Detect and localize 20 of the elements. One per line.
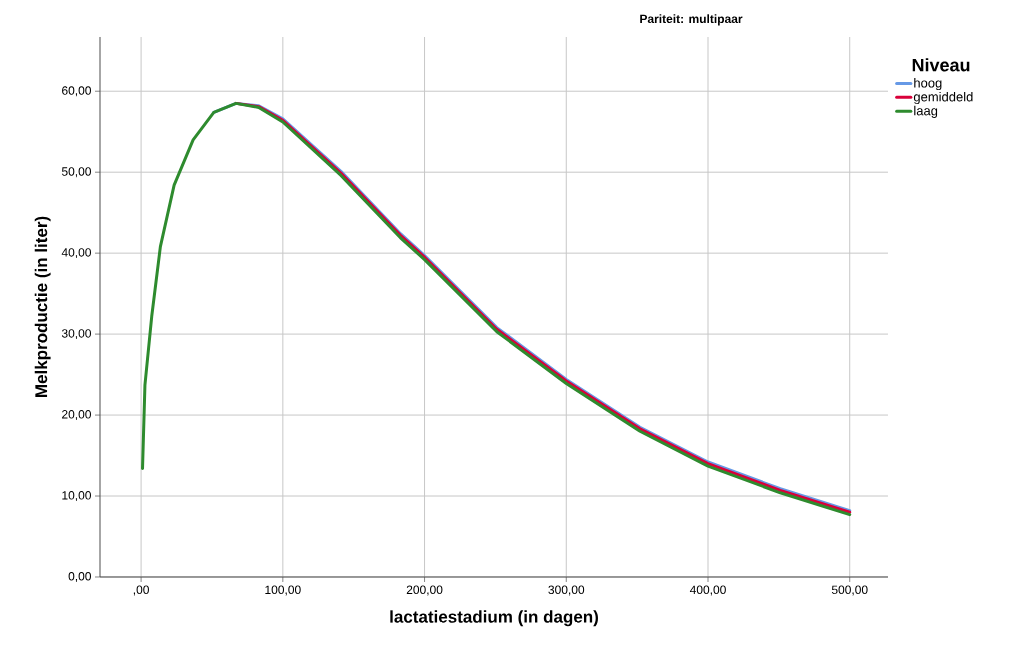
legend-label: laag — [914, 105, 938, 118]
x-tick-label: 200,00 — [406, 585, 443, 596]
x-tick-label: 100,00 — [265, 585, 301, 596]
y-tick-label: 30,00 — [61, 329, 92, 340]
x-tick-label: 500,00 — [831, 585, 868, 596]
x-tick-label: ,00 — [133, 585, 149, 596]
y-tick-label: 40,00 — [61, 248, 92, 259]
legend-title: Niveau — [912, 58, 970, 72]
chart-title: Pariteit: multipaar — [640, 14, 743, 26]
y-tick-label: 0,00 — [68, 572, 92, 582]
y-tick-label: 10,00 — [62, 491, 92, 501]
x-tick-label: 400,00 — [689, 585, 726, 596]
y-tick-label: 60,00 — [62, 86, 92, 97]
x-tick-label: 300,00 — [548, 585, 585, 596]
legend-label: gemiddeld — [913, 91, 973, 105]
x-axis-title: lactatiestadium (in dagen) — [390, 610, 598, 627]
y-axis-title: Melkproductie (in liter) — [34, 216, 51, 397]
y-tick-label: 50,00 — [61, 167, 92, 178]
y-tick-label: 20,00 — [62, 410, 92, 421]
legend-label: hoog — [914, 77, 942, 91]
